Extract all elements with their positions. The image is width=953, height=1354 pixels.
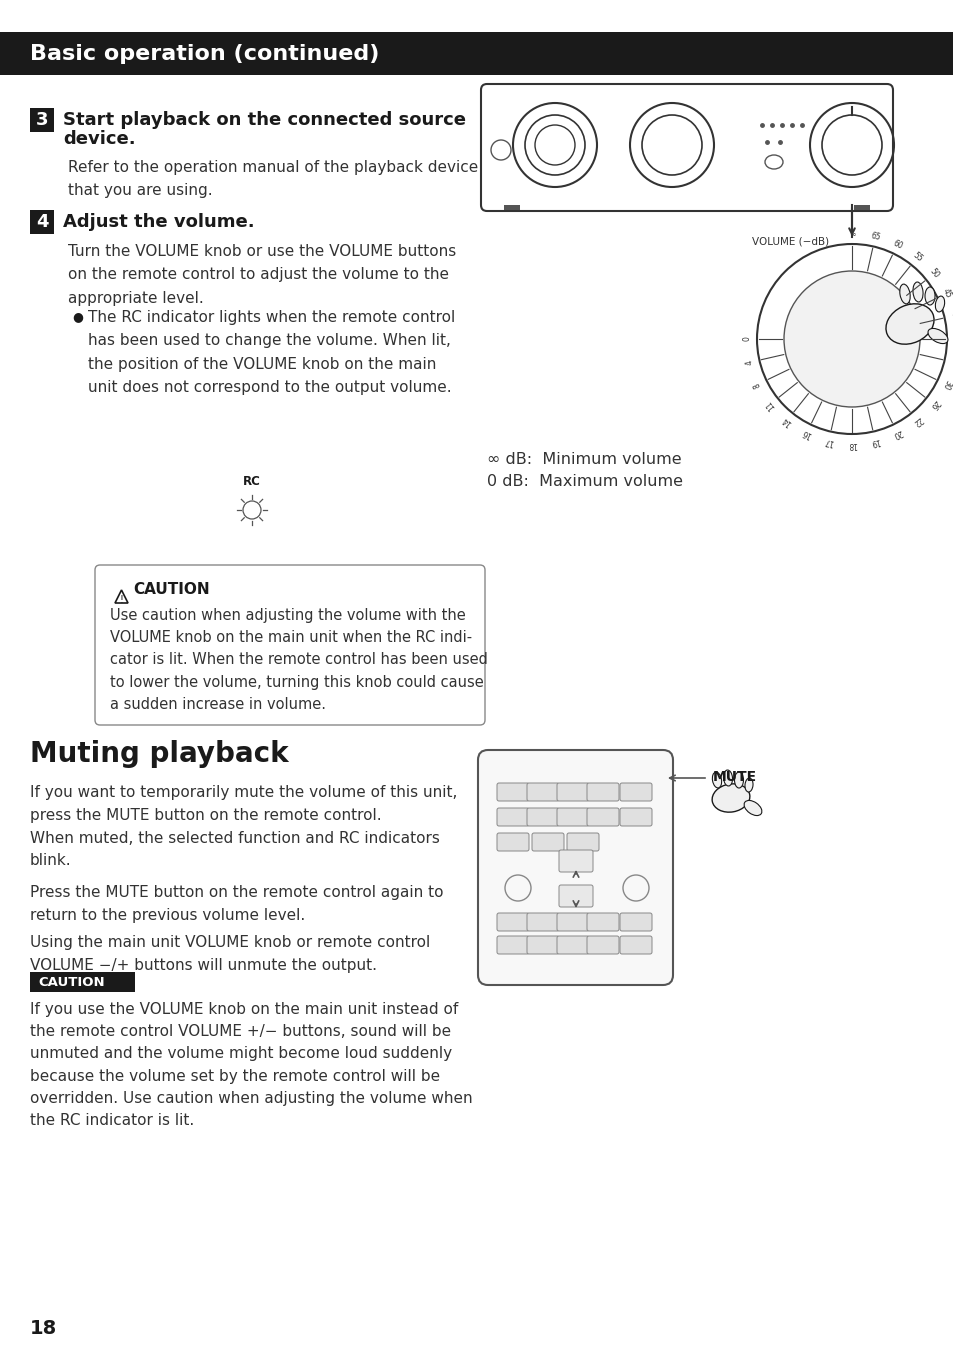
Bar [0,32,953,74]
FancyBboxPatch shape [497,833,529,852]
Text: Refer to the operation manual of the playback device
that you are using.: Refer to the operation manual of the pla… [68,160,477,199]
FancyBboxPatch shape [526,808,558,826]
Text: 0 dB:  Maximum volume: 0 dB: Maximum volume [486,474,682,489]
FancyBboxPatch shape [95,565,484,724]
Text: The RC indicator lights when the remote control
has been used to change the volu: The RC indicator lights when the remote … [88,310,455,395]
Text: Basic operation (continued): Basic operation (continued) [30,43,379,64]
Ellipse shape [712,772,720,788]
Bar [30,210,54,234]
Text: 4: 4 [35,213,49,232]
Text: 50: 50 [926,267,940,280]
Ellipse shape [711,784,749,812]
Text: Muting playback: Muting playback [30,741,289,768]
Text: 65: 65 [869,232,881,242]
FancyBboxPatch shape [497,783,529,802]
Text: 11: 11 [762,398,776,412]
Text: Start playback on the connected source: Start playback on the connected source [63,111,465,129]
Text: ∞: ∞ [848,229,854,238]
Text: 18: 18 [846,440,856,448]
Text: 17: 17 [822,436,834,447]
Bar [503,204,519,210]
Text: 3: 3 [35,111,49,129]
Ellipse shape [743,800,761,815]
Text: 45: 45 [940,287,952,299]
FancyBboxPatch shape [526,936,558,955]
Text: ∞ dB:  Minimum volume: ∞ dB: Minimum volume [486,452,680,467]
FancyBboxPatch shape [477,750,672,984]
FancyBboxPatch shape [557,913,588,932]
FancyBboxPatch shape [619,808,651,826]
Text: 42: 42 [948,310,953,321]
FancyBboxPatch shape [558,886,593,907]
Text: MUTE: MUTE [712,770,757,784]
Text: 35: 35 [948,356,953,368]
FancyBboxPatch shape [558,850,593,872]
Ellipse shape [899,284,909,303]
Text: CAUTION: CAUTION [132,582,210,597]
Circle shape [783,271,919,408]
Text: 16: 16 [800,428,812,440]
FancyBboxPatch shape [526,783,558,802]
FancyBboxPatch shape [619,783,651,802]
Text: 38: 38 [951,334,953,344]
Text: 30: 30 [940,378,952,391]
Text: Adjust the volume.: Adjust the volume. [63,213,254,232]
Ellipse shape [885,303,933,344]
FancyBboxPatch shape [586,808,618,826]
Text: device.: device. [63,130,135,148]
FancyBboxPatch shape [557,936,588,955]
Text: Using the main unit VOLUME knob or remote control
VOLUME −/+ buttons will unmute: Using the main unit VOLUME knob or remot… [30,936,430,972]
Text: 4: 4 [744,359,754,366]
Bar [30,972,135,992]
Text: RC: RC [243,475,261,487]
FancyBboxPatch shape [497,913,529,932]
FancyBboxPatch shape [619,936,651,955]
Ellipse shape [734,772,742,788]
FancyBboxPatch shape [526,913,558,932]
Bar [853,204,869,210]
Ellipse shape [934,297,943,311]
Text: 0: 0 [741,337,751,341]
Text: If you want to temporarily mute the volume of this unit,
press the MUTE button o: If you want to temporarily mute the volu… [30,785,456,868]
FancyBboxPatch shape [497,936,529,955]
Text: 20: 20 [890,428,902,440]
Text: 18: 18 [30,1319,57,1338]
Ellipse shape [744,779,752,792]
FancyBboxPatch shape [566,833,598,852]
FancyBboxPatch shape [557,783,588,802]
Text: ●: ● [71,310,83,324]
Bar [30,108,54,131]
FancyBboxPatch shape [480,84,892,211]
Text: 19: 19 [869,436,881,447]
Text: 22: 22 [910,414,923,428]
Text: Use caution when adjusting the volume with the
VOLUME knob on the main unit when: Use caution when adjusting the volume wi… [110,608,487,712]
Text: 26: 26 [926,398,940,412]
FancyBboxPatch shape [586,913,618,932]
Text: VOLUME (−dB): VOLUME (−dB) [751,237,828,246]
Text: 14: 14 [780,414,792,428]
Ellipse shape [722,770,732,785]
Text: Press the MUTE button on the remote control again to
return to the previous volu: Press the MUTE button on the remote cont… [30,886,443,923]
Text: !: ! [119,594,123,605]
FancyBboxPatch shape [532,833,563,852]
FancyBboxPatch shape [497,808,529,826]
FancyBboxPatch shape [619,913,651,932]
Text: CAUTION: CAUTION [38,975,105,988]
Text: 55: 55 [910,250,923,264]
Text: 8: 8 [752,380,761,389]
Text: Turn the VOLUME knob or use the VOLUME buttons
on the remote control to adjust t: Turn the VOLUME knob or use the VOLUME b… [68,244,456,306]
Text: 60: 60 [890,238,902,250]
FancyBboxPatch shape [557,808,588,826]
Ellipse shape [924,287,934,305]
Ellipse shape [912,282,923,302]
Ellipse shape [927,329,947,344]
FancyBboxPatch shape [586,783,618,802]
FancyBboxPatch shape [586,936,618,955]
Text: If you use the VOLUME knob on the main unit instead of
the remote control VOLUME: If you use the VOLUME knob on the main u… [30,1002,472,1128]
